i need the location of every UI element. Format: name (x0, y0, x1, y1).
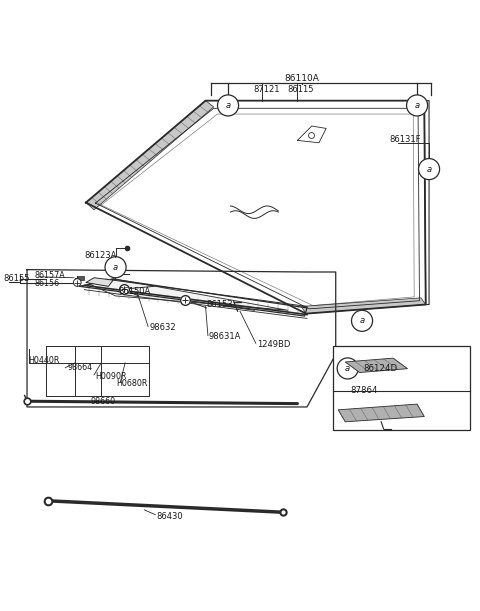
Text: 1249BD: 1249BD (257, 340, 290, 349)
Text: 98632: 98632 (149, 323, 176, 332)
Text: 86157A: 86157A (34, 271, 65, 280)
Text: 86124D: 86124D (363, 364, 397, 373)
Circle shape (105, 257, 126, 278)
Polygon shape (338, 404, 424, 422)
Text: 87121: 87121 (253, 85, 279, 93)
Circle shape (419, 159, 440, 180)
Text: 86110A: 86110A (285, 74, 320, 82)
Text: 86123A: 86123A (84, 251, 117, 260)
Text: a: a (345, 364, 350, 373)
Polygon shape (301, 298, 426, 313)
Text: 86155: 86155 (3, 274, 30, 283)
Bar (78, 276, 84, 280)
Text: 86153: 86153 (206, 299, 233, 309)
Circle shape (351, 310, 372, 331)
Polygon shape (86, 101, 214, 210)
Text: a: a (226, 101, 230, 110)
Text: H0440R: H0440R (28, 356, 60, 365)
Text: H0680R: H0680R (117, 379, 148, 388)
Text: a: a (113, 263, 118, 272)
Circle shape (73, 279, 81, 287)
Text: a: a (427, 164, 432, 174)
Text: 86156: 86156 (34, 279, 60, 288)
Circle shape (217, 95, 239, 116)
Circle shape (407, 95, 428, 116)
Text: 86131F: 86131F (389, 136, 421, 144)
Text: 98660: 98660 (91, 397, 116, 406)
Text: 87864: 87864 (351, 386, 378, 395)
Bar (333, 346, 470, 430)
Text: 98631A: 98631A (209, 332, 241, 341)
Text: 86150A: 86150A (118, 287, 150, 296)
Text: a: a (360, 316, 365, 325)
Polygon shape (86, 278, 113, 287)
Text: H0090R: H0090R (96, 372, 127, 381)
Polygon shape (345, 358, 408, 373)
Circle shape (337, 358, 358, 379)
Text: 86115: 86115 (288, 85, 314, 93)
Text: 98664: 98664 (68, 363, 93, 372)
Polygon shape (89, 279, 288, 310)
Text: a: a (415, 101, 420, 110)
Text: 86430: 86430 (156, 511, 183, 521)
